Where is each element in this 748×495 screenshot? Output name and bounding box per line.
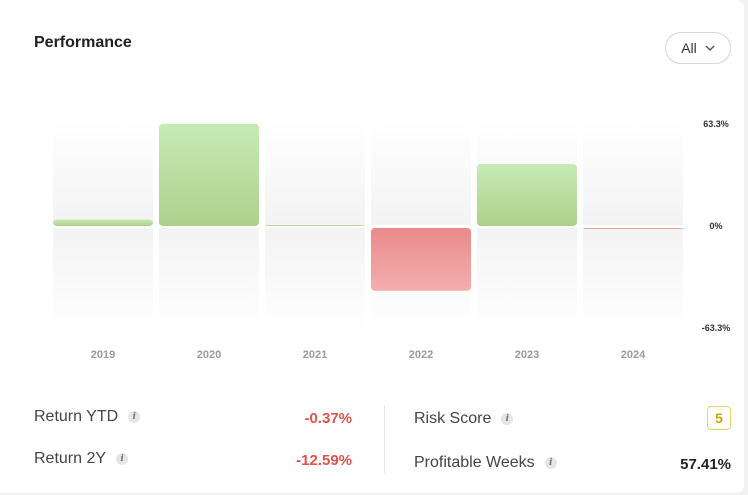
y-tick-label: 63.3% [703,119,729,129]
column-background [53,120,153,225]
info-icon[interactable]: i [501,413,514,425]
column-background [265,228,365,330]
bar-2024 [583,228,683,229]
bar-2023 [477,164,577,226]
profitable-weeks-label-row: Profitable Weeks i [414,454,557,472]
column-background [53,228,153,330]
profitable-weeks-label: Profitable Weeks [414,454,535,471]
card-title: Performance [34,34,132,51]
column-background [583,120,683,225]
period-filter-label: All [681,40,697,56]
column-background [477,228,577,330]
x-tick-label: 2021 [303,349,327,361]
x-tick-label: 2020 [197,349,221,361]
return-ytd-label: Return YTD [34,408,119,425]
stats-divider [384,405,385,473]
return-ytd-label-row: Return YTD i [34,408,141,426]
bar-2022 [371,228,471,291]
period-filter-dropdown[interactable]: All [665,32,731,64]
column-background [583,228,683,330]
info-icon[interactable]: i [116,453,129,465]
return-2y-label-row: Return 2Y i [34,450,129,468]
y-tick-label: 0% [709,221,722,231]
column-background [159,228,259,330]
y-tick-label: -63.3% [702,323,731,333]
x-tick-label: 2024 [621,349,646,361]
column-background [265,120,365,225]
performance-chart: 2019 2020 2021 2022 2023 2024 63.3% 0% -63.3% [53,119,731,361]
risk-score-label: Risk Score [414,410,492,427]
bar-2019 [53,219,153,226]
return-2y-value: -12.59% [296,452,352,469]
bar-2021 [265,225,365,226]
info-icon[interactable]: i [128,411,141,423]
risk-score-badge: 5 [707,406,731,430]
return-ytd-value: -0.37% [304,410,352,427]
x-tick-label: 2023 [515,349,539,361]
info-icon[interactable]: i [544,457,557,469]
x-tick-label: 2022 [409,349,433,361]
x-tick-label: 2019 [91,349,115,361]
risk-score-label-row: Risk Score i [414,410,514,428]
bar-2020 [159,123,259,226]
return-2y-label: Return 2Y [34,450,107,467]
chevron-down-icon [705,45,715,51]
column-background [371,120,471,225]
profitable-weeks-value: 57.41% [680,456,731,473]
